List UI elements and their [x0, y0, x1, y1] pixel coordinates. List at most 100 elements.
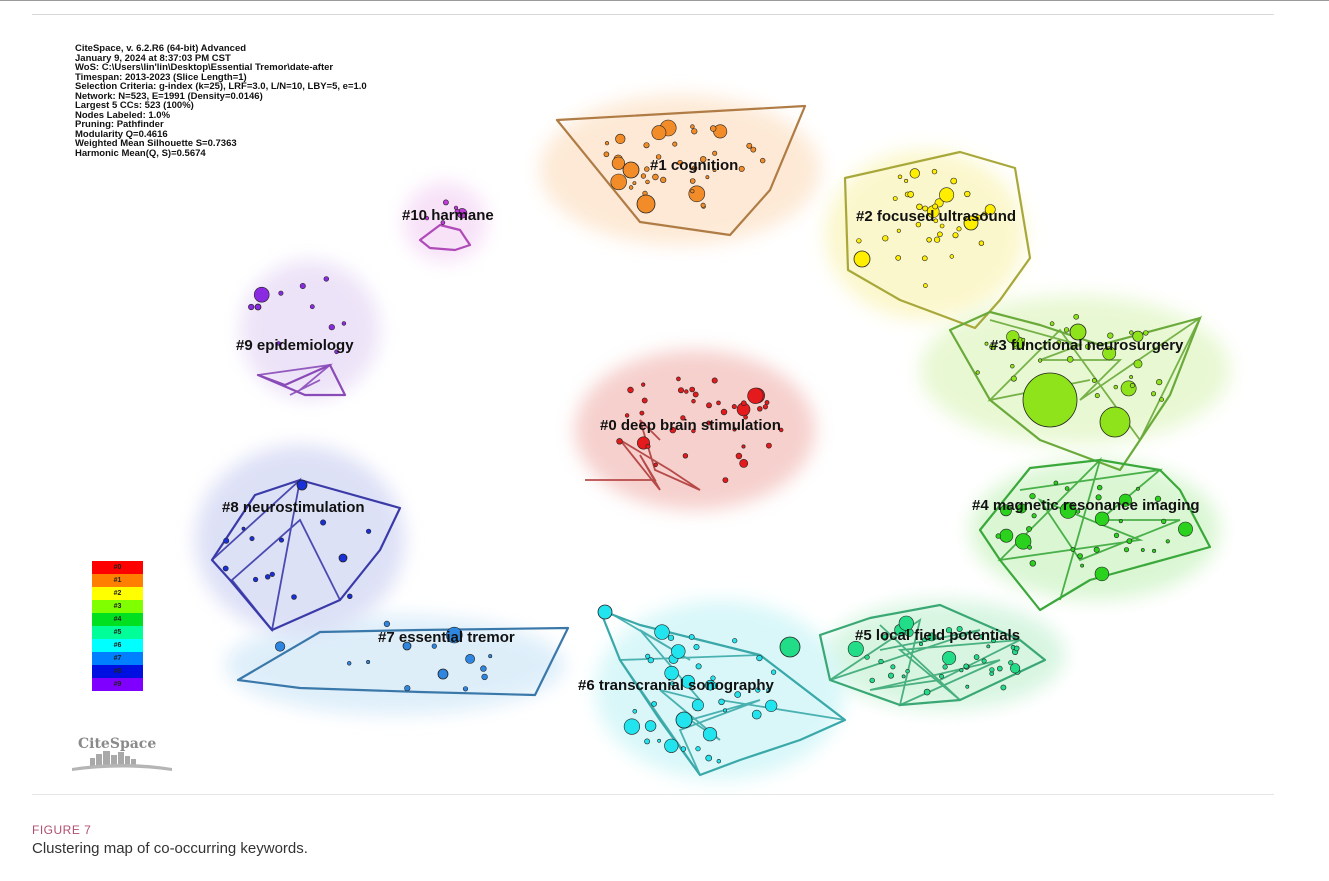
logo-book-icon — [72, 764, 172, 771]
keyword-node — [1070, 547, 1076, 552]
keyword-node — [747, 387, 764, 404]
keyword-node — [1031, 513, 1037, 519]
keyword-node — [945, 627, 953, 634]
keyword-node — [691, 165, 698, 171]
cluster-8-edges — [211, 477, 341, 633]
top-rule — [0, 0, 1329, 1]
keyword-node — [690, 124, 695, 129]
keyword-node — [1015, 533, 1032, 550]
keyword-node-major — [853, 250, 871, 268]
keyword-node — [1073, 313, 1079, 320]
keyword-node — [1093, 546, 1100, 553]
keyword-node — [1026, 526, 1032, 532]
keyword-node — [766, 442, 772, 449]
keyword-node — [1113, 384, 1119, 390]
keyword-node — [334, 349, 339, 355]
cluster-4-edges — [997, 456, 1181, 601]
citespace-info-panel: CiteSpace, v. 6.2.R6 (64-bit) Advanced J… — [75, 44, 367, 158]
info-line: January 9, 2024 at 8:37:03 PM CST — [75, 52, 231, 64]
keyword-node — [481, 673, 488, 681]
keyword-node-major — [1069, 323, 1087, 341]
cluster-5-boundary — [818, 603, 1047, 707]
keyword-node — [691, 699, 704, 712]
keyword-node — [1143, 330, 1149, 336]
keyword-node — [720, 408, 728, 416]
keyword-node — [1165, 539, 1170, 544]
keyword-node — [931, 168, 938, 175]
keyword-node — [896, 228, 901, 233]
keyword-node — [265, 574, 271, 580]
keyword-node — [442, 199, 449, 206]
keyword-node — [740, 400, 747, 407]
keyword-node — [702, 727, 718, 742]
keyword-node — [1107, 332, 1114, 339]
keyword-node — [915, 221, 922, 228]
keyword-node — [1129, 382, 1135, 388]
keyword-node — [984, 341, 989, 346]
keyword-node — [320, 519, 327, 526]
keyword-node — [949, 254, 954, 259]
keyword-node — [1118, 519, 1123, 524]
info-line: Largest 5 CCs: 523 (100%) — [75, 100, 194, 111]
keyword-node — [1133, 359, 1143, 369]
legend-swatch: #0 — [92, 561, 143, 574]
keyword-node — [366, 659, 371, 664]
keyword-node — [688, 185, 706, 203]
keyword-node — [981, 658, 987, 664]
cluster-8-label: #8 neurostimulation — [222, 499, 365, 516]
keyword-node — [691, 428, 696, 434]
legend-swatch: #9 — [92, 678, 143, 691]
keyword-node — [755, 687, 761, 693]
keyword-node — [249, 536, 255, 542]
cluster-2-label: #2 focused ultrasound — [856, 208, 1016, 225]
info-line: CiteSpace, v. 6.2.R6 (64-bit) Advanced — [75, 43, 247, 54]
keyword-node — [664, 665, 679, 681]
keyword-node — [939, 673, 944, 679]
keyword-node — [440, 220, 446, 225]
keyword-node — [901, 674, 906, 679]
keyword-node — [275, 641, 286, 652]
keyword-node — [743, 414, 748, 420]
cluster-9-halo — [240, 260, 380, 400]
keyword-node — [712, 168, 717, 173]
keyword-node — [692, 391, 699, 398]
cluster-3-edges — [987, 315, 1203, 442]
keyword-node — [223, 537, 230, 544]
keyword-node — [1006, 330, 1020, 344]
keyword-node — [628, 185, 634, 190]
keyword-node — [757, 406, 763, 412]
keyword-node — [1085, 343, 1091, 350]
keyword-node-major — [338, 553, 348, 563]
keyword-node — [995, 533, 1001, 539]
keyword-node — [616, 438, 623, 445]
keyword-node — [604, 141, 610, 146]
keyword-node — [979, 634, 985, 639]
keyword-node — [404, 685, 411, 692]
keyword-node — [1126, 538, 1133, 544]
keyword-node — [916, 203, 923, 211]
keyword-node — [1037, 358, 1043, 363]
keyword-node — [446, 626, 463, 644]
keyword-node — [700, 202, 706, 208]
keyword-node — [926, 237, 932, 243]
keyword-node — [909, 168, 920, 179]
figure-caption: Clustering map of co-occurring keywords. — [32, 840, 308, 857]
info-line: Harmonic Mean(Q, S)=0.5674 — [75, 147, 206, 159]
keyword-node — [278, 290, 284, 296]
keyword-node — [632, 708, 638, 714]
keyword-node — [921, 255, 928, 262]
keyword-node — [722, 477, 729, 483]
keyword-node — [756, 654, 763, 662]
keyword-node — [892, 196, 898, 201]
keyword-node — [1010, 364, 1015, 369]
keyword-node — [647, 657, 654, 664]
keyword-node — [959, 668, 964, 673]
keyword-node — [765, 699, 778, 712]
keyword-node — [653, 462, 658, 467]
keyword-node — [1159, 397, 1164, 402]
cluster-8-halo — [195, 445, 405, 635]
keyword-node — [990, 637, 996, 643]
keyword-node — [299, 282, 306, 289]
keyword-node — [939, 187, 955, 203]
cluster-1-boundary — [555, 104, 807, 237]
